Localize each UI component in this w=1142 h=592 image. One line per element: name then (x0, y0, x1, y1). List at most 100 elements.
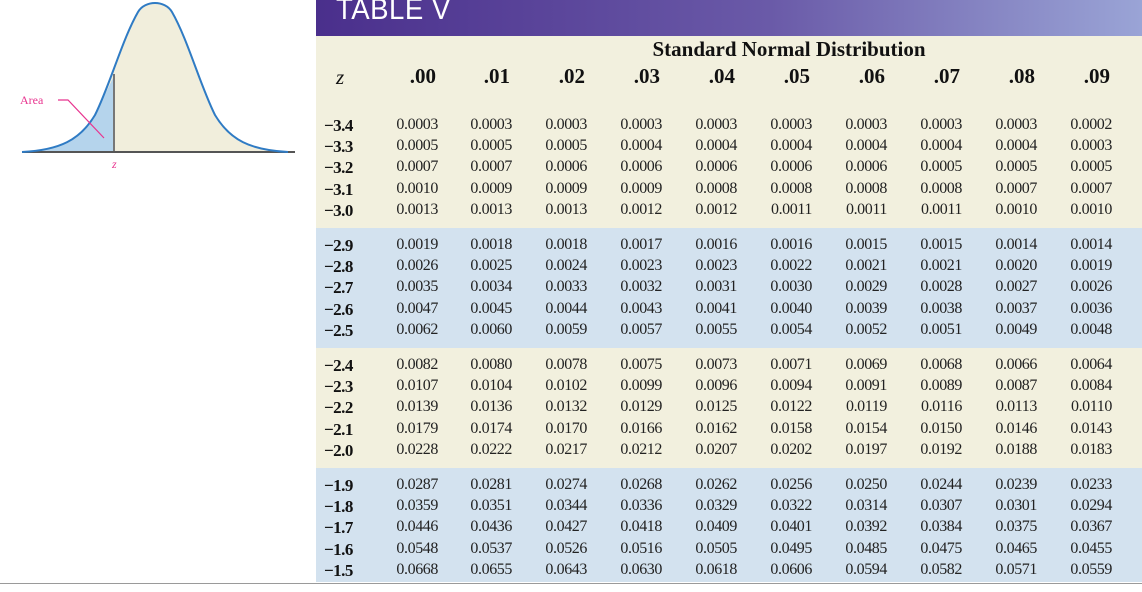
column-header: .01 (483, 64, 510, 88)
probability-cell: 0.0618 (695, 560, 737, 578)
probability-cell: 0.0418 (620, 518, 662, 536)
probability-cell: 0.0239 (995, 476, 1037, 493)
probability-cell: 0.0436 (470, 518, 512, 536)
column-header: .06 (858, 64, 885, 88)
probability-cell: 0.0039 (845, 299, 887, 317)
table-row: −2.8 0.0026 0.0025 0.0024 0.0023 0.0023 0.0022… (316, 257, 1142, 276)
probability-cell: 0.0110 (1070, 398, 1112, 416)
probability-cell: 0.0655 (470, 560, 512, 578)
table-row: −3.4 0.0003 0.0003 0.0003 0.0003 0.0003 0.0003… (316, 116, 1142, 135)
probability-cell: 0.0104 (470, 377, 512, 395)
probability-cell: 0.0003 (470, 116, 512, 133)
z-value: −3.0 (324, 200, 353, 220)
z-column-header: z (336, 65, 345, 89)
probability-cell: 0.0011 (770, 200, 812, 218)
probability-cell: 0.0307 (920, 497, 962, 515)
probability-cell: 0.0051 (920, 320, 962, 338)
probability-cell: 0.0122 (770, 398, 812, 416)
probability-cell: 0.0359 (396, 497, 438, 515)
normal-curve-figure: Area z (20, 2, 295, 171)
probability-cell: 0.0011 (920, 200, 962, 218)
probability-cell: 0.0013 (396, 200, 438, 218)
z-value: −2.5 (324, 320, 353, 340)
probability-cell: 0.0475 (920, 539, 962, 557)
probability-cell: 0.0139 (396, 398, 438, 416)
column-header: .04 (708, 64, 735, 88)
probability-cell: 0.0197 (845, 440, 887, 458)
z-value: −1.9 (324, 476, 353, 495)
probability-cell: 0.0026 (1070, 278, 1112, 296)
probability-cell: 0.0207 (695, 440, 737, 458)
probability-cell: 0.0038 (920, 299, 962, 317)
probability-cell: 0.0136 (470, 398, 512, 416)
probability-cell: 0.0091 (845, 377, 887, 395)
z-axis-label: z (111, 157, 117, 171)
probability-cell: 0.0003 (620, 116, 662, 133)
probability-cell: 0.0052 (845, 320, 887, 338)
probability-cell: 0.0125 (695, 398, 737, 416)
probability-cell: 0.0017 (620, 236, 662, 253)
bottom-margin (0, 584, 1142, 592)
probability-cell: 0.0367 (1070, 518, 1112, 536)
z-value: −3.4 (324, 116, 353, 135)
probability-cell: 0.0002 (1070, 116, 1112, 133)
probability-cell: 0.0062 (396, 320, 438, 338)
table-row: −2.7 0.0035 0.0034 0.0033 0.0032 0.0031 0.0030… (316, 278, 1142, 297)
probability-cell: 0.0116 (920, 398, 962, 416)
probability-cell: 0.0031 (695, 278, 737, 296)
probability-cell: 0.0256 (770, 476, 812, 493)
z-value: −1.6 (324, 539, 353, 559)
probability-cell: 0.0023 (620, 257, 662, 275)
probability-cell: 0.0548 (396, 539, 438, 557)
probability-cell: 0.0014 (995, 236, 1037, 253)
bottom-divider (0, 583, 1142, 584)
z-value: −3.1 (324, 179, 353, 199)
probability-cell: 0.0068 (920, 356, 962, 373)
probability-cell: 0.0003 (545, 116, 587, 133)
probability-cell: 0.0005 (1070, 158, 1112, 176)
probability-cell: 0.0003 (1070, 137, 1112, 155)
probability-cell: 0.0064 (1070, 356, 1112, 373)
probability-cell: 0.0029 (845, 278, 887, 296)
probability-cell: 0.0314 (845, 497, 887, 515)
probability-cell: 0.0170 (545, 419, 587, 437)
probability-cell: 0.0084 (1070, 377, 1112, 395)
probability-cell: 0.0009 (545, 179, 587, 197)
probability-cell: 0.0004 (845, 137, 887, 155)
column-header: .09 (1083, 64, 1110, 88)
column-header: .05 (783, 64, 810, 88)
probability-cell: 0.0228 (396, 440, 438, 458)
probability-cell: 0.0014 (1070, 236, 1112, 253)
table-row: −3.1 0.0010 0.0009 0.0009 0.0009 0.0008 0.0008… (316, 180, 1142, 199)
table-row: −1.5 0.0668 0.0655 0.0643 0.0630 0.0618 0.0606… (316, 561, 1142, 580)
probability-cell: 0.0003 (920, 116, 962, 133)
probability-cell: 0.0099 (620, 377, 662, 395)
probability-cell: 0.0087 (995, 377, 1037, 395)
probability-cell: 0.0119 (845, 398, 887, 416)
probability-cell: 0.0078 (545, 356, 587, 373)
probability-cell: 0.0005 (920, 158, 962, 176)
probability-cell: 0.0020 (995, 257, 1037, 275)
probability-cell: 0.0018 (545, 236, 587, 253)
table-row: −3.2 0.0007 0.0007 0.0006 0.0006 0.0006 0.0006… (316, 158, 1142, 177)
probability-cell: 0.0179 (396, 419, 438, 437)
table-row: −2.2 0.0139 0.0136 0.0132 0.0129 0.0125 0.0122… (316, 398, 1142, 417)
probability-cell: 0.0007 (1070, 179, 1112, 197)
z-value: −1.8 (324, 497, 353, 517)
probability-cell: 0.0401 (770, 518, 812, 536)
table-row: −1.9 0.0287 0.0281 0.0274 0.0268 0.0262 0.0256… (316, 476, 1142, 495)
probability-cell: 0.0035 (396, 278, 438, 296)
probability-cell: 0.0006 (695, 158, 737, 176)
table-row: −3.3 0.0005 0.0005 0.0005 0.0004 0.0004 0.0004… (316, 137, 1142, 156)
probability-cell: 0.0143 (1070, 419, 1112, 437)
probability-cell: 0.0003 (695, 116, 737, 133)
probability-cell: 0.0003 (995, 116, 1037, 133)
probability-cell: 0.0188 (995, 440, 1037, 458)
probability-cell: 0.0034 (470, 278, 512, 296)
probability-cell: 0.0281 (470, 476, 512, 493)
probability-cell: 0.0021 (845, 257, 887, 275)
probability-cell: 0.0559 (1070, 560, 1112, 578)
probability-cell: 0.0075 (620, 356, 662, 373)
table-row: −2.3 0.0107 0.0104 0.0102 0.0099 0.0096 0.0094… (316, 377, 1142, 396)
z-value: −3.3 (324, 137, 353, 157)
